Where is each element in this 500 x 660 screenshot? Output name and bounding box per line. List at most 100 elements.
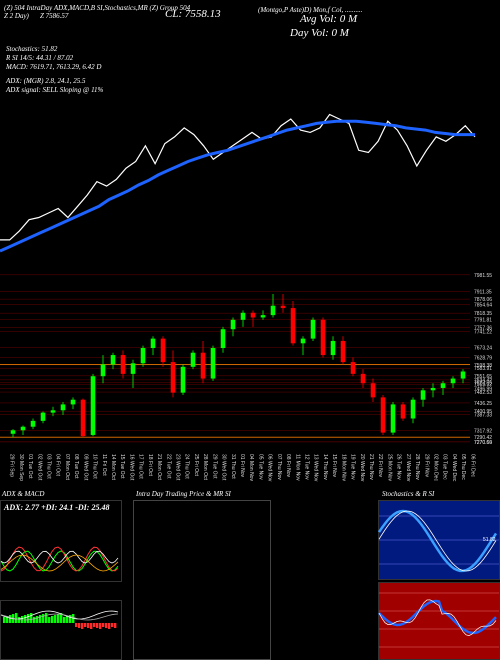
macd-histogram-bar <box>54 615 57 623</box>
adx-line <box>0 550 119 564</box>
date-label: 21 Mon Oct <box>156 454 162 480</box>
macd-histogram-bar <box>21 616 24 623</box>
macd-histogram-bar <box>105 623 108 628</box>
candle-body <box>280 305 286 309</box>
candle-body <box>60 404 66 411</box>
macd-histogram-bar <box>87 623 90 628</box>
rsi-line <box>378 599 497 635</box>
adx-panel: ADX: 2.77 +DI: 24.1 -DI: 25.48 <box>0 500 122 582</box>
candle-body <box>270 305 276 316</box>
date-label: 29 Fri Sep <box>9 454 15 477</box>
macd-histogram-bar <box>3 617 6 623</box>
date-label: 05 Thu Dec <box>460 454 466 480</box>
date-label: 28 Mon Oct <box>202 454 208 480</box>
candle-body <box>400 404 406 419</box>
intraday-title: Intra Day Trading Price & MR SI <box>136 490 231 498</box>
macd-histogram-bar <box>24 615 27 623</box>
macd-histogram-bar <box>42 614 45 623</box>
date-label: 17 Thu Oct <box>138 454 144 479</box>
price-axis-label: 7741.22 <box>474 329 492 335</box>
stochastics-lines: 51.82 <box>377 509 499 573</box>
date-label: 19 Tue Nov <box>350 454 356 480</box>
date-label: 15 Fri Nov <box>331 454 337 478</box>
macd-histogram-bar <box>51 616 54 623</box>
day-volume: Day Vol: 0 M <box>290 27 349 39</box>
date-label: 10 Thu Oct <box>92 454 98 479</box>
price-axis-label: 7400.95 <box>474 409 492 415</box>
candle-body <box>370 383 376 398</box>
macd-histogram-bar <box>45 613 48 623</box>
macd-histogram-bar <box>9 615 12 623</box>
candle-body <box>140 348 146 364</box>
macd-histogram-bar <box>15 613 18 623</box>
macd-lines <box>0 610 119 629</box>
candle-body <box>320 319 326 356</box>
candle-body <box>130 363 136 374</box>
candle-body <box>390 404 396 433</box>
price-axis-label: 7757.36 <box>474 325 492 331</box>
candle-body <box>180 366 186 393</box>
price-axis-label: 7317.92 <box>474 429 492 435</box>
stochastics-panel: 51.82 <box>377 500 500 580</box>
macd-histogram-bar <box>75 623 78 627</box>
plus-di-line <box>0 550 119 572</box>
date-label: 07 Mon Oct <box>64 454 70 480</box>
price-axis-label: 7854.64 <box>474 303 492 309</box>
macd-histogram-bar <box>84 623 87 627</box>
macd-histogram-bar <box>114 623 117 628</box>
candle-body <box>30 420 36 427</box>
candle-body <box>350 362 356 374</box>
date-label: 04 Wed Dec <box>451 454 457 482</box>
candle-body <box>430 387 436 391</box>
adx-readout: ADX: (MGR) 2.8, 24.1, 25.5 <box>6 77 86 85</box>
candle-body <box>70 399 76 405</box>
stoch-k-line <box>377 509 498 573</box>
candle-body <box>90 376 96 435</box>
adx-lines <box>0 546 119 572</box>
macd-histogram-bar <box>36 616 39 623</box>
ema-line <box>0 119 475 253</box>
price-axis-label: 7673.24 <box>474 345 492 351</box>
adx-signal-readout: ADX signal: SELL Sloping @ 11% <box>6 86 104 94</box>
macd-histogram-bar <box>33 617 36 623</box>
date-label: 06 Fri Dec <box>469 454 475 478</box>
candle-body <box>440 383 446 388</box>
candle-body <box>290 308 296 344</box>
date-label: 09 Wed Oct <box>82 454 88 481</box>
date-label: 13 Wed Nov <box>313 454 319 482</box>
candle-body <box>50 410 56 413</box>
candle-body <box>80 399 86 437</box>
candle-body <box>210 348 216 379</box>
header-line-2-left: Z 2 Day) <box>4 12 29 20</box>
price-axis-label: 7598.38 <box>474 363 492 369</box>
intraday-panel <box>133 500 271 660</box>
date-label: 06 Wed Nov <box>267 454 273 482</box>
date-label: 26 Tue Nov <box>396 454 402 480</box>
avg-volume: Avg Vol: 0 M <box>300 13 358 25</box>
date-label: 01 Fri Nov <box>239 454 245 478</box>
macd-histogram-bar <box>102 623 105 627</box>
candle-body <box>10 430 16 434</box>
date-label: 16 Wed Oct <box>128 454 134 481</box>
macd-histogram-bar <box>6 616 9 623</box>
macd-histogram-bar <box>108 623 111 629</box>
price-axis-label: 7482.53 <box>474 390 492 396</box>
date-label: 07 Thu Nov <box>276 454 282 480</box>
date-label: 15 Tue Oct <box>119 454 125 479</box>
price-axis-label: 7878.06 <box>474 297 492 303</box>
candle-body <box>160 338 166 363</box>
price-axis-label: 7523.55 <box>474 380 492 386</box>
date-axis: 29 Fri Sep 30 Mon Sep 01 Tue Oct 02 Wed Oct… <box>9 454 476 482</box>
date-label: 18 Mon Nov <box>340 454 346 481</box>
stochastics-readout: Stochastics: 51.82 <box>6 45 58 53</box>
price-axis-label: 7791.81 <box>474 317 492 323</box>
macd-histogram-bar <box>48 617 51 623</box>
rsi-panel <box>378 582 500 660</box>
candle-body <box>450 378 456 384</box>
macd-histogram-bar <box>93 623 96 627</box>
candle-body <box>200 352 206 379</box>
macd-line <box>0 610 119 620</box>
rsi-lines <box>378 592 499 648</box>
candle-body <box>220 329 226 349</box>
